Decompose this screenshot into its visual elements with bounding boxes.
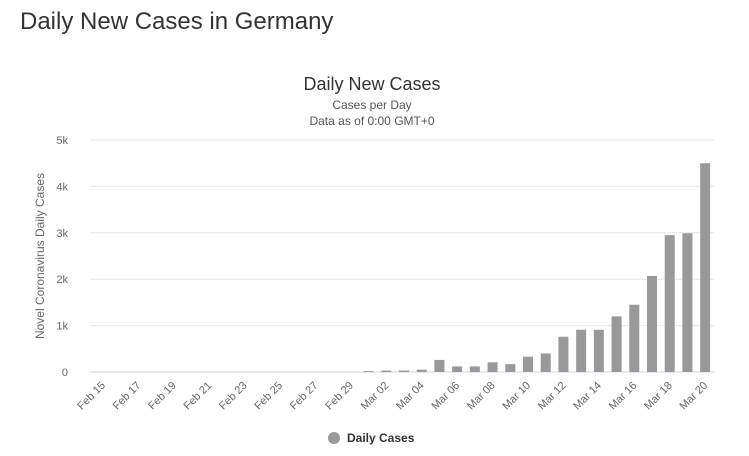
x-tick-label: Feb 29 — [323, 380, 356, 413]
bar[interactable] — [647, 275, 657, 372]
bar[interactable] — [505, 364, 516, 372]
bar[interactable] — [487, 362, 498, 372]
page-title: Daily New Cases in Germany — [20, 8, 334, 35]
x-tick-label: Mar 10 — [500, 380, 533, 413]
y-tick-label: 0 — [62, 367, 68, 379]
x-tick-label: Feb 15 — [75, 380, 108, 413]
bar[interactable] — [452, 366, 463, 372]
chart-subtitle-1: Cases per Day — [332, 98, 411, 112]
x-tick-label: Feb 17 — [111, 380, 144, 413]
x-tick-label: Mar 18 — [642, 380, 675, 413]
bar[interactable] — [629, 304, 640, 372]
x-tick-label: Feb 21 — [182, 380, 215, 413]
y-tick-label: 5k — [56, 135, 68, 147]
chart-title: Daily New Cases — [303, 74, 440, 94]
legend-item-daily-cases[interactable]: Daily Cases — [328, 431, 415, 445]
legend-label: Daily Cases — [347, 431, 415, 445]
bar[interactable] — [540, 353, 551, 372]
bar[interactable] — [399, 370, 409, 372]
bar[interactable] — [381, 370, 392, 372]
x-tick-label: Mar 08 — [465, 380, 498, 413]
bar[interactable] — [469, 366, 480, 372]
x-tick-label: Mar 06 — [430, 380, 463, 413]
x-tick-label: Mar 14 — [571, 380, 604, 413]
chart-subtitle-2: Data as of 0:00 GMT+0 — [309, 114, 434, 128]
bar[interactable] — [416, 369, 427, 372]
y-tick-label: 2k — [56, 274, 68, 286]
x-tick-label: Mar 12 — [536, 380, 569, 413]
x-tick-label: Mar 04 — [394, 380, 427, 413]
x-tick-label: Feb 27 — [288, 380, 321, 413]
x-tick-label: Feb 25 — [252, 380, 285, 413]
y-tick-label: 3k — [56, 228, 68, 240]
bar[interactable] — [363, 371, 374, 372]
y-axis-label: Novel Coronavirus Daily Cases — [33, 173, 47, 339]
x-tick-label: Feb 19 — [146, 380, 179, 413]
bar[interactable] — [434, 359, 445, 372]
y-tick-label: 4k — [56, 181, 68, 193]
legend-marker — [328, 432, 340, 444]
bar[interactable] — [611, 316, 622, 372]
bar[interactable] — [700, 163, 711, 372]
bar[interactable] — [576, 329, 587, 372]
x-tick-label: Mar 16 — [607, 380, 640, 413]
bar[interactable] — [593, 329, 604, 372]
x-tick-label: Feb 23 — [217, 380, 250, 413]
y-tick-label: 1k — [56, 321, 68, 333]
bar[interactable] — [682, 233, 693, 372]
x-tick-label: Mar 02 — [359, 380, 392, 413]
bar[interactable] — [523, 356, 533, 372]
bar[interactable] — [558, 336, 569, 372]
x-tick-label: Mar 20 — [678, 380, 711, 413]
bar[interactable] — [664, 235, 675, 372]
